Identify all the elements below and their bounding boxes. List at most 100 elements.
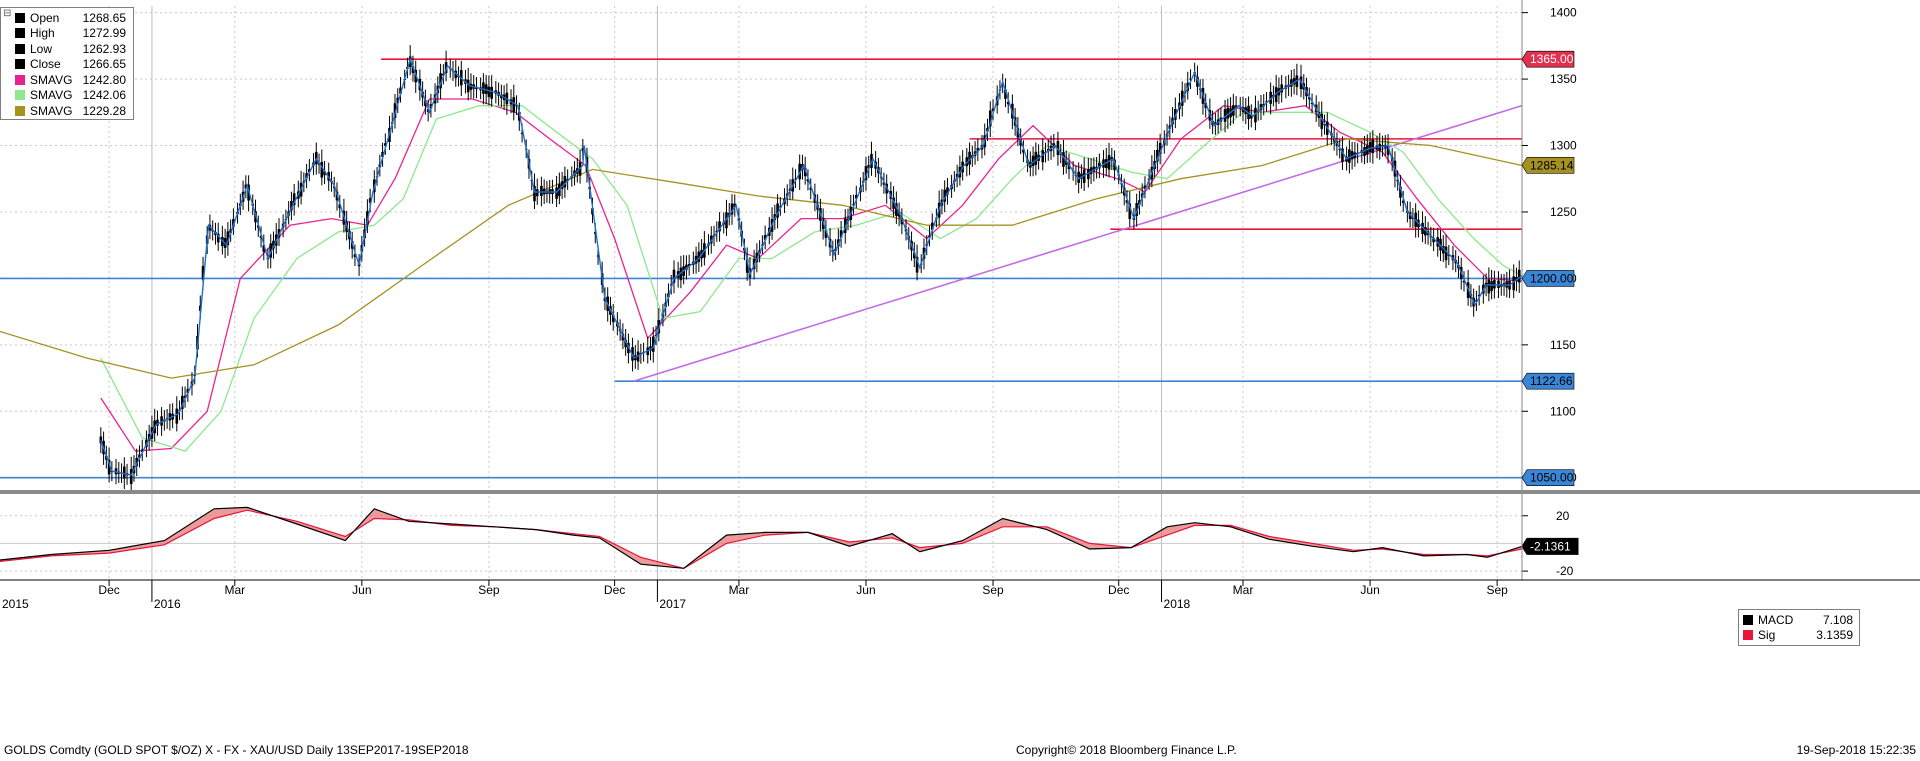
candle-body — [1016, 128, 1020, 138]
candle-body — [269, 243, 273, 258]
value-tag — [1521, 469, 1575, 487]
collapse-icon[interactable]: ⊟ — [3, 8, 12, 19]
candle-body — [1487, 279, 1491, 294]
candle-body — [1031, 155, 1035, 166]
legend-value: 1242.80 — [82, 72, 126, 87]
legend-value: 1272.99 — [82, 26, 126, 41]
x-tick-label: Mar — [1233, 583, 1254, 597]
legend-value: 1242.06 — [82, 88, 126, 103]
candle-body — [1092, 166, 1096, 172]
y-tick-label: 1100 — [1550, 404, 1576, 418]
y-tick-label: 1400 — [1550, 6, 1577, 20]
sig-value: 3.1359 — [1816, 628, 1853, 643]
candle-body — [323, 171, 326, 176]
candle-body — [198, 305, 202, 311]
candle-body — [232, 219, 235, 227]
candle-body — [1368, 142, 1372, 153]
candle-body — [1421, 222, 1424, 235]
candle-body — [292, 193, 296, 206]
candle-body — [968, 151, 971, 165]
candle-body — [454, 70, 458, 79]
candle-body — [1259, 104, 1263, 111]
candle-body — [123, 466, 126, 479]
legend-label: SMAVG — [30, 103, 73, 118]
candle-body — [290, 200, 293, 211]
sig-swatch — [1743, 630, 1753, 641]
legend-swatch — [15, 28, 25, 39]
candle-body — [442, 73, 445, 76]
candle-body — [512, 97, 516, 113]
candle-body — [186, 389, 190, 393]
candle-body — [672, 269, 676, 283]
candle-body — [1098, 162, 1101, 169]
candle-body — [1477, 294, 1481, 297]
legend: ⊟ Open 1268.65 High 1272.99 Low 1262.93 Close 1… — [0, 7, 134, 120]
macd-line — [0, 506, 1523, 569]
candle-body — [1223, 109, 1227, 122]
candle-body — [1475, 300, 1478, 302]
candle-body — [763, 234, 767, 240]
value-tag — [1521, 50, 1575, 68]
candle-body — [107, 459, 111, 475]
candle-body — [520, 132, 524, 134]
y-tick-label: 1350 — [1550, 72, 1577, 86]
legend-row: Low 1262.93 — [1, 41, 133, 57]
macd-panel: 20 -20 -2.1361 — [0, 506, 1579, 578]
candle-body — [718, 221, 721, 232]
candle-body — [913, 252, 916, 259]
candle-body — [1290, 79, 1293, 87]
sma-line — [100, 105, 1523, 452]
candle-body — [1399, 186, 1402, 198]
panel-separator — [0, 490, 1920, 494]
legend-row: SMAVG 1229.28 — [1, 103, 133, 119]
legend-value: 1268.65 — [82, 10, 126, 25]
candle-body — [798, 163, 801, 180]
candle-body — [624, 339, 627, 348]
candle-body — [1006, 101, 1010, 105]
candle-body — [305, 173, 308, 179]
macd-legend: MACD 7.108 Sig 3.1359 — [1738, 609, 1860, 646]
candle-body — [669, 284, 673, 286]
candle-body — [930, 222, 934, 230]
candle-body — [244, 184, 248, 189]
legend-label: Open — [30, 10, 60, 25]
candle-body — [1204, 102, 1208, 108]
candle-body — [262, 245, 266, 252]
candle-body — [140, 449, 144, 452]
value-tag-label: 1050.00 — [1530, 471, 1574, 485]
x-tick-label: Jun — [1360, 583, 1379, 597]
candle-body — [469, 83, 473, 90]
candle-body — [484, 84, 488, 94]
price-line — [100, 56, 1523, 476]
candle-body — [490, 86, 493, 99]
value-tag — [1521, 270, 1575, 287]
candle-body — [839, 230, 843, 238]
candle-body — [175, 408, 179, 424]
copyright-footer: Copyright© 2018 Bloomberg Finance L.P. — [1016, 743, 1237, 757]
candle-body — [651, 336, 655, 352]
candle-body — [988, 110, 992, 127]
candle-body — [160, 416, 163, 426]
x-tick-label: Mar — [729, 583, 750, 597]
macd-y-tick-label: 20 — [1556, 509, 1570, 523]
legend-value: 1266.65 — [82, 57, 126, 72]
candle-body — [1512, 276, 1516, 291]
candle-body — [733, 203, 737, 208]
x-tick-label: Dec — [1108, 583, 1129, 597]
candle-body — [946, 187, 949, 195]
sma-line — [0, 138, 1523, 379]
candle-body — [1180, 90, 1184, 106]
candle-body — [773, 214, 777, 220]
candle-body — [411, 66, 415, 74]
candle-body — [685, 264, 688, 270]
legend-swatch — [15, 105, 25, 116]
legend-row: SMAVG 1242.06 — [1, 88, 133, 104]
candle-body — [1493, 279, 1496, 289]
candle-body — [487, 86, 491, 97]
x-tick-label: Jun — [352, 583, 371, 597]
x-tick-label: Sep — [982, 583, 1004, 597]
x-tick-label: Sep — [1486, 583, 1508, 597]
candle-body — [745, 259, 749, 273]
y-tick-label: 1300 — [1550, 139, 1577, 153]
legend-row: SMAVG 1242.80 — [1, 72, 133, 88]
